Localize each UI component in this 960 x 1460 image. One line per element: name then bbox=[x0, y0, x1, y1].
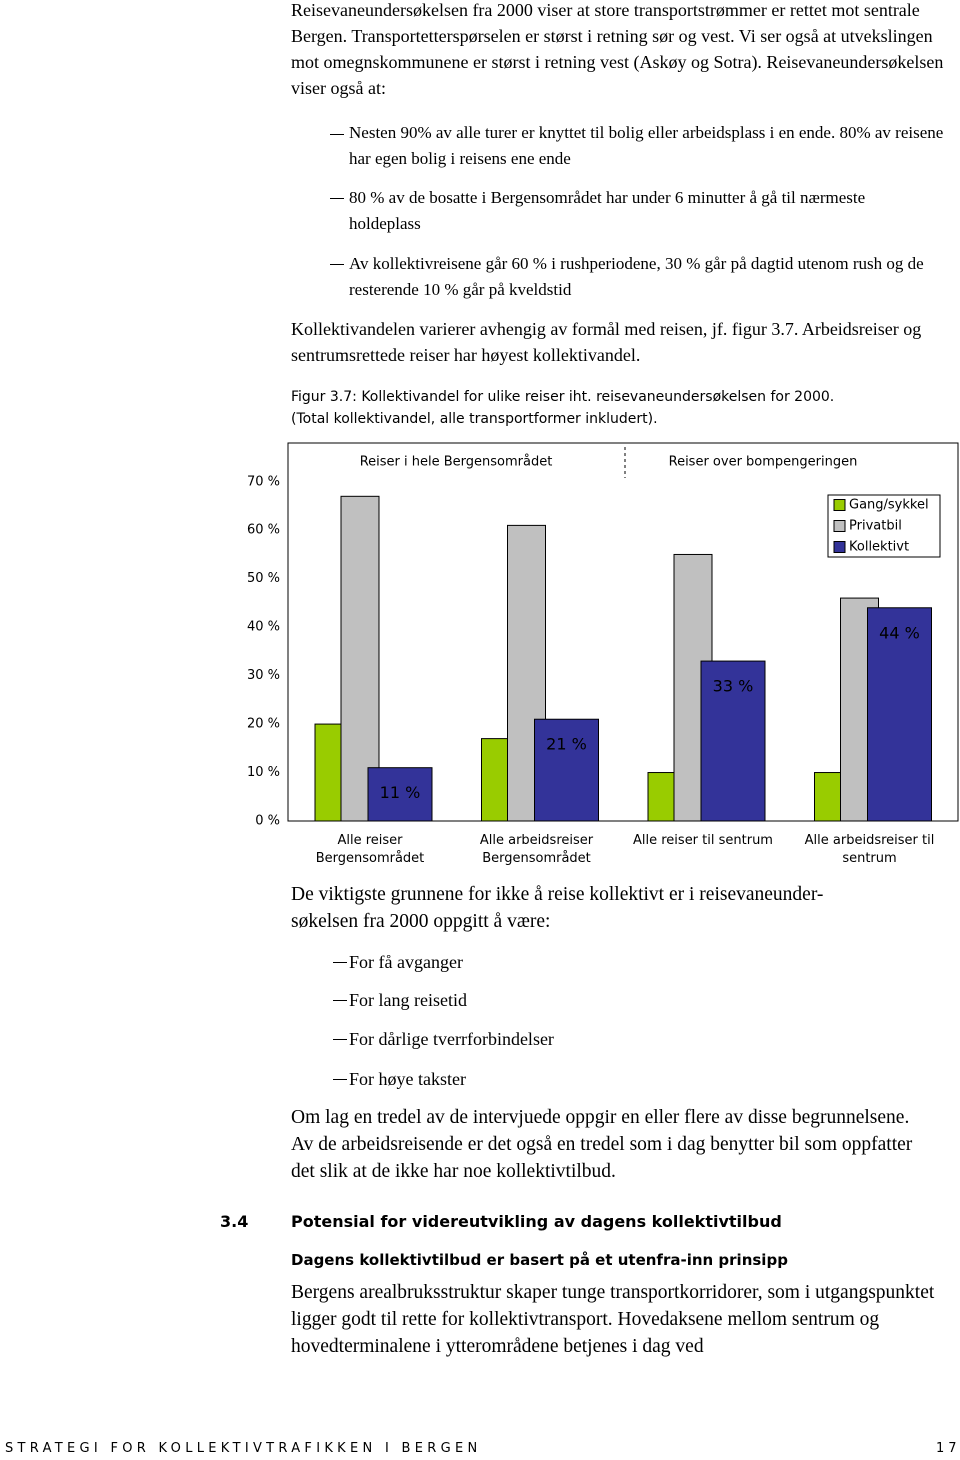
value-label: 11 % bbox=[380, 783, 421, 802]
bullet: Nesten 90% av alle turer er knyttet til … bbox=[349, 123, 944, 168]
x-tick-label: Alle arbeidsreiser Bergensområdet bbox=[479, 833, 594, 866]
y-tick-label: 0 % bbox=[255, 814, 280, 829]
section-title: Potensial for videreutvikling av dagens … bbox=[291, 1212, 782, 1231]
paragraph-line: De viktigste grunnene for ikke å reise k… bbox=[291, 884, 824, 905]
bar bbox=[340, 495, 380, 822]
bullet: For lang reisetid bbox=[349, 990, 467, 1010]
bullet-dash bbox=[333, 1039, 347, 1040]
bar bbox=[814, 772, 841, 822]
y-tick-label: 30 % bbox=[247, 668, 280, 683]
value-label: 21 % bbox=[546, 735, 587, 754]
bar bbox=[867, 607, 932, 822]
paragraph: Bergens arealbruksstruktur skaper tunge … bbox=[291, 1282, 935, 1357]
legend-label: Kollektivt bbox=[849, 540, 909, 555]
bullet: For dårlige tverrforbindelser bbox=[349, 1029, 554, 1049]
y-tick-label: 60 % bbox=[247, 523, 280, 538]
bullet-dash bbox=[333, 1000, 347, 1001]
bullet-dash bbox=[333, 962, 347, 963]
caption-line: (Total kollektivandel, alle transportfor… bbox=[291, 411, 658, 427]
y-tick-label: 70 % bbox=[247, 474, 280, 489]
paragraph-line: søkelsen fra 2000 oppgitt å være: bbox=[291, 911, 551, 932]
paragraph: Reisevaneundersøkelsen fra 2000 viser at… bbox=[291, 0, 944, 98]
legend-swatch bbox=[833, 520, 846, 532]
bar bbox=[367, 767, 433, 822]
section-number: 3.4 bbox=[220, 1212, 249, 1231]
bullet: 80 % av de bosatte i Bergensområdet har … bbox=[349, 188, 866, 233]
bullet: For få avganger bbox=[349, 952, 463, 972]
chart: 0 % 10 % 20 % 30 % 40 % 50 % 60 % 70 % Reiser i … bbox=[247, 442, 959, 829]
legend-swatch bbox=[833, 499, 846, 511]
paragraph: Om lag en tredel av de intervjuede oppgi… bbox=[291, 1107, 913, 1182]
legend-label: Privatbil bbox=[849, 519, 902, 534]
bullet-dash bbox=[330, 134, 344, 135]
x-tick-label: Alle reiser til sentrum bbox=[633, 833, 773, 848]
y-tick-label: 50 % bbox=[247, 571, 280, 586]
bar bbox=[314, 723, 342, 822]
y-tick-label: 20 % bbox=[247, 717, 280, 732]
paragraph: Kollektivandelen varierer avhengig av fo… bbox=[291, 319, 922, 365]
bullet-dash bbox=[330, 198, 344, 199]
y-tick-label: 10 % bbox=[247, 765, 280, 780]
page-number: 17 bbox=[936, 1441, 960, 1456]
bar bbox=[481, 738, 508, 822]
value-label: 33 % bbox=[713, 677, 754, 696]
bullet: Av kollektivreisene går 60 % i rushperio… bbox=[349, 254, 924, 299]
bullet: For høye takster bbox=[349, 1069, 466, 1089]
plot-frame bbox=[287, 442, 959, 822]
bar bbox=[534, 718, 599, 822]
bar bbox=[647, 772, 675, 822]
x-tick-label: Alle reiser Bergensområdet bbox=[315, 833, 425, 866]
legend-label: Gang/sykkel bbox=[849, 498, 929, 513]
y-tick-label: 40 % bbox=[247, 620, 280, 635]
value-label: 44 % bbox=[879, 623, 920, 642]
section-annotation: Reiser i hele Bergensområdet bbox=[360, 455, 553, 470]
legend-box bbox=[827, 494, 941, 558]
section-annotation: Reiser over bompengeringen bbox=[669, 455, 858, 470]
legend-swatch bbox=[833, 541, 846, 553]
subheading: Dagens kollektivtilbud er basert på et u… bbox=[291, 1251, 788, 1269]
x-tick-label: Alle arbeidsreiser til sentrum bbox=[804, 833, 935, 866]
bar bbox=[700, 660, 766, 822]
footer-title: STRATEGI FOR KOLLEKTIVTRAFIKKEN I BERGEN bbox=[5, 1441, 482, 1456]
caption-line: Figur 3.7: Kollektivandel for ulike reis… bbox=[291, 389, 835, 405]
bullet-dash bbox=[333, 1079, 347, 1080]
bullet-dash bbox=[330, 264, 344, 265]
